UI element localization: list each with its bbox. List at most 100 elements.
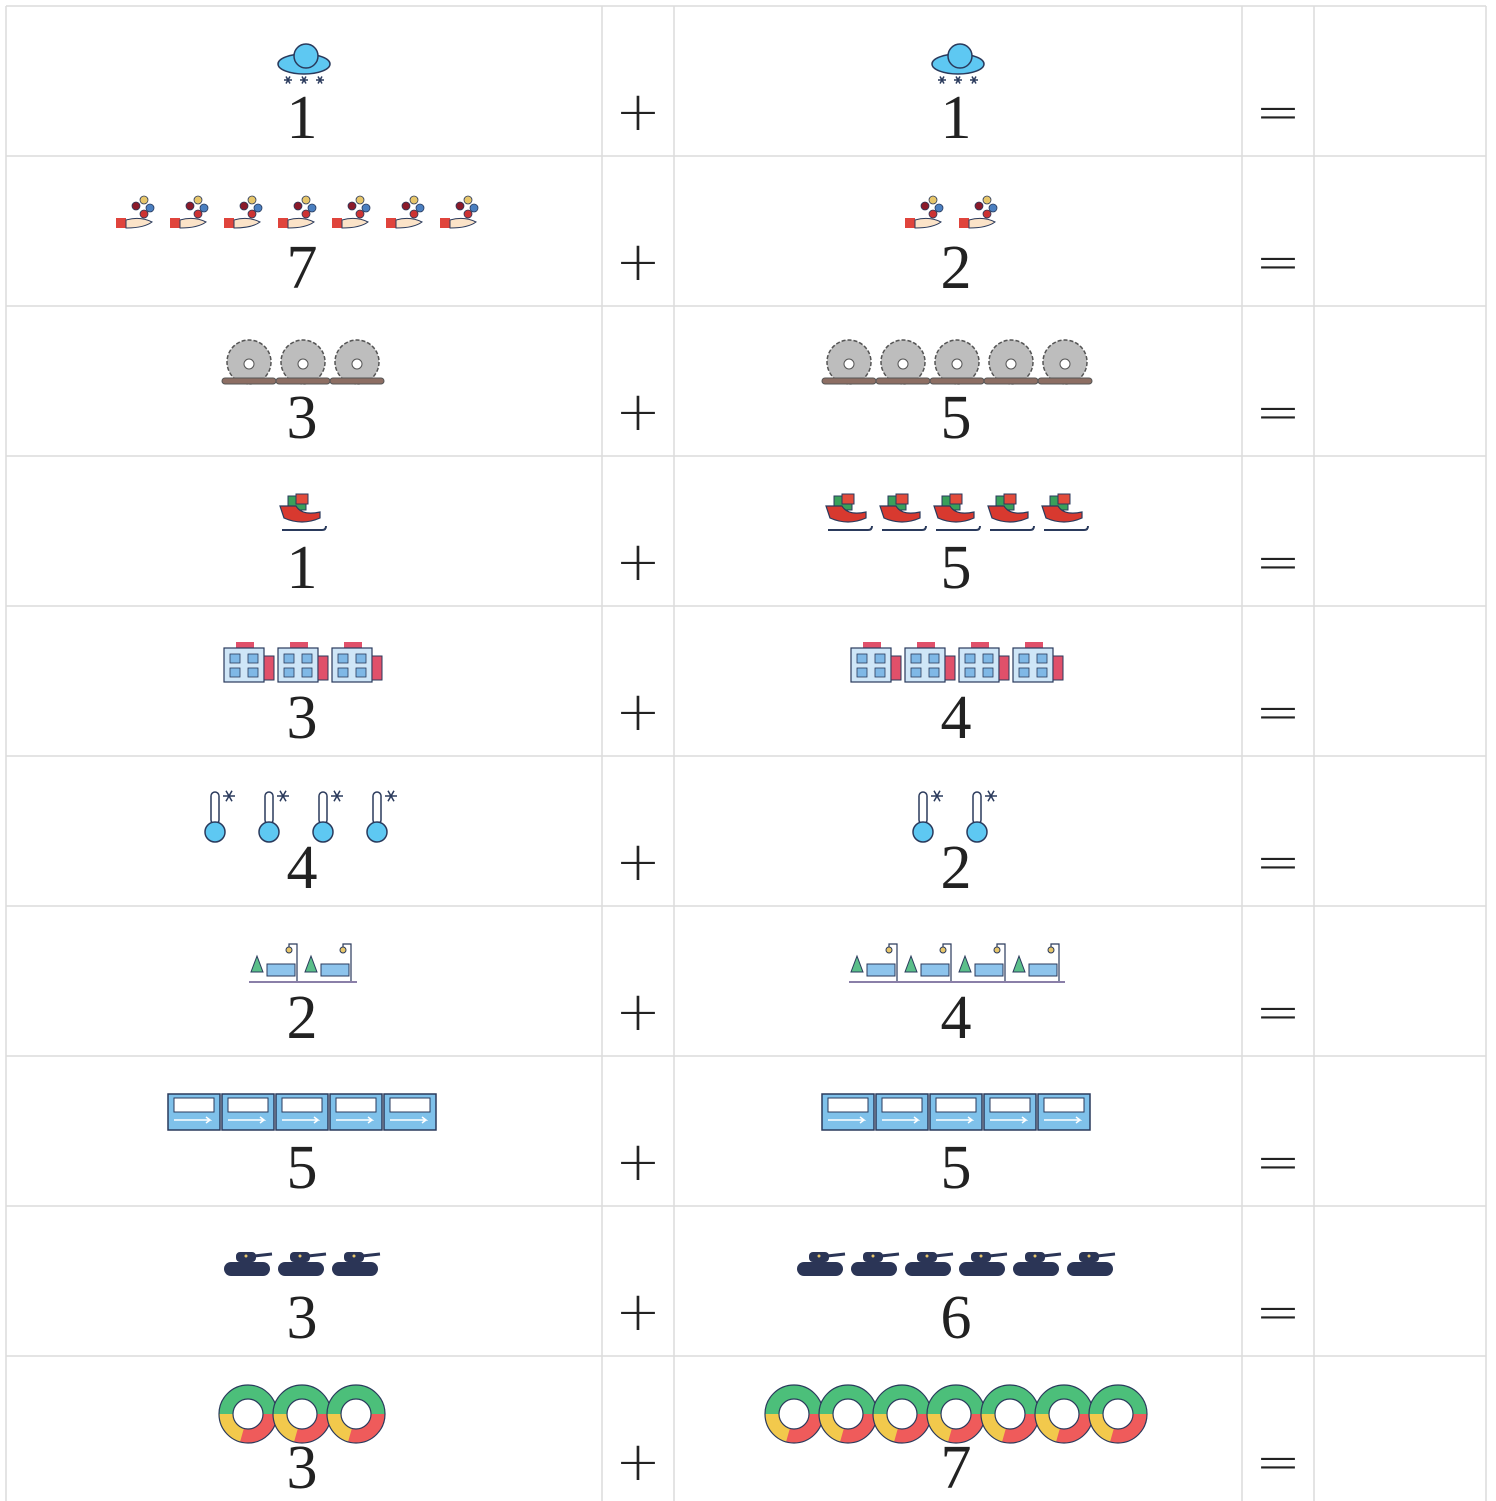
- count-icon: [312, 790, 343, 843]
- shape: [415, 203, 425, 213]
- shape: [199, 203, 209, 213]
- equals-sign: =: [1255, 530, 1300, 593]
- plus-sign: +: [615, 530, 660, 593]
- shape: [351, 358, 363, 370]
- shape: [828, 1116, 867, 1124]
- shape: [193, 209, 203, 219]
- shape: [355, 195, 365, 205]
- plus-sign: +: [615, 1130, 660, 1193]
- shape: [1012, 954, 1026, 973]
- shape: [917, 642, 935, 648]
- shape: [972, 791, 982, 825]
- count-icon: [275, 339, 331, 385]
- shape: [285, 946, 293, 954]
- shape: [337, 667, 349, 678]
- shape: [979, 1254, 983, 1258]
- shape: [273, 1413, 299, 1442]
- count-icon: [116, 195, 155, 229]
- shape: [282, 525, 327, 531]
- number: 5: [941, 1134, 972, 1202]
- shape: [944, 655, 956, 681]
- count-icon: [332, 195, 371, 229]
- shape: [1102, 1398, 1134, 1430]
- shape: [304, 954, 318, 973]
- count-icon: [223, 642, 275, 683]
- shape: [290, 642, 308, 648]
- shape: [994, 1398, 1026, 1430]
- count-icon: [983, 339, 1039, 385]
- shape: [765, 1413, 791, 1442]
- shape: [983, 377, 1039, 385]
- shape: [228, 1116, 267, 1124]
- shape: [1036, 653, 1048, 664]
- shape: [841, 493, 855, 505]
- shape: [193, 195, 203, 205]
- shape: [873, 1413, 899, 1442]
- shape: [1044, 1116, 1083, 1124]
- number: 2: [941, 834, 972, 902]
- shape: [386, 218, 396, 228]
- shape: [1088, 1384, 1148, 1444]
- shape: [361, 203, 371, 213]
- shape: [273, 1385, 331, 1415]
- count-icon: [850, 642, 902, 683]
- shape: [1044, 525, 1089, 531]
- count-icon: [959, 195, 998, 229]
- shape: [966, 821, 988, 843]
- shape: [927, 1385, 985, 1415]
- shape: [874, 653, 886, 664]
- count-icon: [279, 493, 327, 531]
- shape: [469, 203, 479, 213]
- count-icon: [875, 339, 931, 385]
- shape: [998, 655, 1010, 681]
- shape: [317, 655, 329, 681]
- shape: [888, 943, 898, 982]
- shape: [934, 1252, 954, 1258]
- shape: [286, 1398, 318, 1430]
- shape: [971, 642, 989, 648]
- shape: [307, 1252, 327, 1258]
- shape: [282, 1116, 321, 1124]
- shape: [243, 358, 255, 370]
- shape: [288, 943, 298, 982]
- shape: [341, 217, 369, 229]
- count-icon: [957, 943, 1011, 983]
- shape: [928, 209, 938, 219]
- count-icon: [1013, 1252, 1062, 1276]
- shape: [335, 1097, 377, 1113]
- shape: [933, 505, 975, 523]
- count-icon: [929, 1093, 983, 1131]
- shape: [204, 821, 226, 843]
- shape: [910, 653, 922, 664]
- count-icon: [958, 642, 1010, 683]
- shape: [401, 201, 411, 211]
- shape: [821, 377, 877, 385]
- shape: [344, 642, 362, 648]
- shape: [295, 493, 309, 505]
- shape: [327, 1385, 385, 1415]
- shape: [1067, 1262, 1113, 1276]
- shape: [283, 653, 295, 664]
- shape: [928, 195, 938, 205]
- shape: [935, 1097, 977, 1113]
- number: 1: [941, 84, 972, 152]
- count-icon: [764, 1384, 824, 1444]
- shape: [981, 1385, 1039, 1415]
- number: 6: [941, 1284, 972, 1352]
- shape: [281, 1097, 323, 1113]
- shape: [912, 821, 934, 843]
- shape: [440, 218, 450, 228]
- shape: [224, 218, 234, 228]
- shape: [390, 1116, 429, 1124]
- count-icon: [1067, 1252, 1116, 1276]
- equals-sign: =: [1255, 1430, 1300, 1493]
- shape: [317, 76, 323, 84]
- shape: [1013, 1262, 1059, 1276]
- shape: [959, 218, 969, 228]
- shape: [372, 791, 382, 825]
- count-icon: [821, 1093, 875, 1131]
- shape: [229, 667, 241, 678]
- shape: [971, 76, 977, 84]
- count-icon: [383, 1093, 437, 1131]
- number: 7: [287, 234, 318, 302]
